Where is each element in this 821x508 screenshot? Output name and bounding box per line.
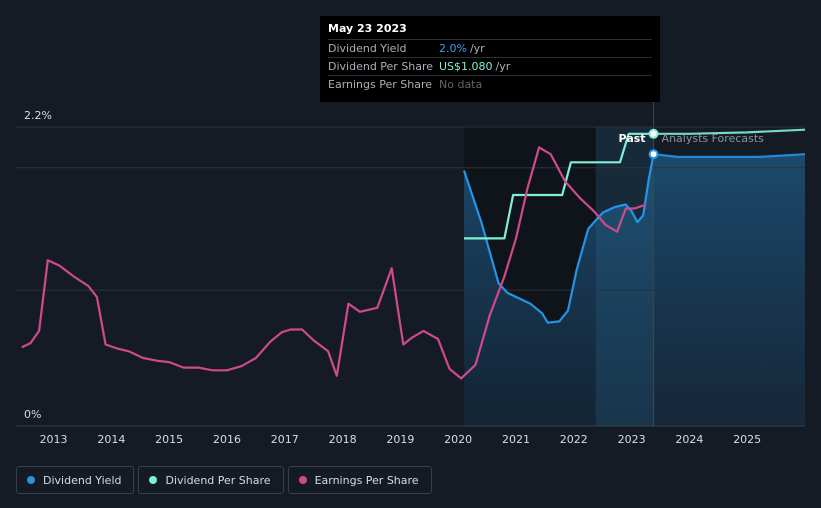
x-tick-label: 2016 xyxy=(213,433,241,446)
legend-dot-icon xyxy=(27,476,35,484)
past-label: Past xyxy=(619,132,646,145)
tooltip-unit: /yr xyxy=(469,42,485,55)
earnings-per-share-line xyxy=(21,146,647,380)
x-tick-label: 2014 xyxy=(97,433,125,446)
x-tick-label: 2020 xyxy=(444,433,472,446)
tooltip-unit: /yr xyxy=(495,60,511,73)
dividend-per-share-forecast-line xyxy=(653,128,806,135)
legend-dot-icon xyxy=(149,476,158,484)
x-tick-label: 2018 xyxy=(329,433,357,446)
tooltip-value: US$1.080 xyxy=(439,60,493,73)
y-tick-label: 0% xyxy=(24,408,41,421)
dividend-per-share-marker xyxy=(648,128,659,139)
x-tick-label: 2017 xyxy=(271,433,299,446)
dividend-yield-marker xyxy=(648,149,659,160)
legend-item-dividend-per-share[interactable]: Dividend Per Share xyxy=(138,466,284,494)
chart-labels: 2.2% 0% 2013 2014 2015 2016 2017 2018 2019 2020 20… xyxy=(24,109,764,446)
tooltip-label: Dividend Yield xyxy=(328,42,407,55)
legend-label: Dividend Yield xyxy=(43,473,122,487)
tooltip: May 23 2023 Dividend Yield 2.0% /yr Divi… xyxy=(320,16,660,102)
chart-background xyxy=(16,127,805,426)
forecast-label: Analysts Forecasts xyxy=(662,132,765,145)
dividend-per-share-line xyxy=(464,132,654,240)
x-tick-label: 2019 xyxy=(386,433,414,446)
legend-label: Dividend Per Share xyxy=(165,473,271,487)
legend: Dividend Yield Dividend Per Share Earnin… xyxy=(16,466,432,494)
x-tick-label: 2025 xyxy=(733,433,761,446)
recent-shade xyxy=(595,127,654,426)
tooltip-value: No data xyxy=(439,78,483,91)
pre-history-area xyxy=(16,127,464,426)
dividend-yield-line xyxy=(462,153,655,324)
x-tick-label: 2015 xyxy=(155,433,183,446)
legend-label: Earnings Per Share xyxy=(314,473,419,487)
tooltip-row-earnings-per-share: Earnings Per Share No data xyxy=(328,75,652,93)
y-tick-label: 2.2% xyxy=(24,109,52,122)
x-tick-label: 2021 xyxy=(502,433,530,446)
x-tick-label: 2023 xyxy=(618,433,646,446)
series-lines xyxy=(21,128,806,380)
tooltip-label: Dividend Per Share xyxy=(328,60,434,73)
tooltip-label: Earnings Per Share xyxy=(328,78,433,91)
dividend-yield-forecast-line xyxy=(653,153,806,158)
legend-item-earnings-per-share[interactable]: Earnings Per Share xyxy=(287,466,432,494)
tooltip-row-dividend-per-share: Dividend Per Share US$1.080 /yr xyxy=(328,57,652,75)
tooltip-value: 2.0% xyxy=(439,42,467,55)
legend-dot-icon xyxy=(298,476,307,484)
legend-item-dividend-yield[interactable]: Dividend Yield xyxy=(16,466,135,494)
tooltip-row-dividend-yield: Dividend Yield 2.0% /yr xyxy=(328,39,652,57)
tooltip-date: May 23 2023 xyxy=(328,22,407,35)
x-tick-label: 2024 xyxy=(675,433,703,446)
x-tick-label: 2022 xyxy=(560,433,588,446)
x-tick-label: 2013 xyxy=(40,433,68,446)
